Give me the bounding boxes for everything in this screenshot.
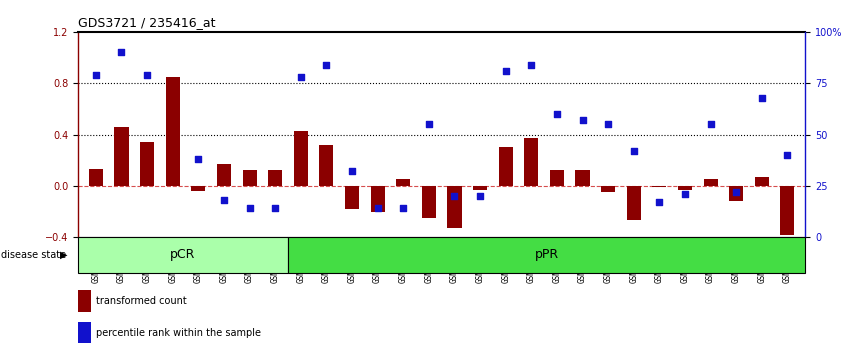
Text: pCR: pCR xyxy=(171,249,196,261)
Point xyxy=(191,156,205,162)
Point xyxy=(448,193,462,199)
Bar xyxy=(397,179,410,186)
Bar xyxy=(524,138,539,186)
Bar xyxy=(371,186,385,211)
Bar xyxy=(473,186,488,190)
Point xyxy=(371,206,385,211)
Bar xyxy=(320,145,333,186)
Bar xyxy=(345,186,359,209)
Bar xyxy=(78,322,91,343)
Point xyxy=(294,74,307,80)
Bar xyxy=(78,237,288,273)
Point xyxy=(422,121,436,127)
Bar xyxy=(627,186,641,221)
Point xyxy=(165,15,179,20)
Point xyxy=(320,62,333,68)
Point xyxy=(729,189,743,195)
Point xyxy=(780,152,794,158)
Bar xyxy=(294,131,307,186)
Point xyxy=(242,206,256,211)
Bar xyxy=(78,290,91,312)
Point xyxy=(678,191,692,197)
Bar xyxy=(576,170,590,186)
Bar xyxy=(191,186,205,191)
Bar xyxy=(499,147,513,186)
Bar xyxy=(165,77,180,186)
Point xyxy=(217,198,231,203)
Point xyxy=(755,95,769,101)
Point xyxy=(114,50,128,55)
Bar xyxy=(216,164,231,186)
Text: pPR: pPR xyxy=(534,249,559,261)
Bar xyxy=(140,142,154,186)
Bar xyxy=(89,169,103,186)
Bar xyxy=(422,186,436,218)
Text: disease state: disease state xyxy=(1,250,66,260)
Text: GDS3721 / 235416_at: GDS3721 / 235416_at xyxy=(78,16,216,29)
Point xyxy=(550,111,564,117)
Point xyxy=(397,206,410,211)
Text: percentile rank within the sample: percentile rank within the sample xyxy=(96,328,262,338)
Point xyxy=(704,121,718,127)
Bar xyxy=(242,170,256,186)
Point xyxy=(268,206,282,211)
Point xyxy=(345,169,359,174)
Bar xyxy=(652,186,667,187)
Point xyxy=(499,68,513,74)
Bar xyxy=(601,186,615,192)
Point xyxy=(89,72,103,78)
Bar xyxy=(114,127,128,186)
Bar xyxy=(703,179,718,186)
Bar xyxy=(288,237,805,273)
Bar xyxy=(448,186,462,228)
Bar xyxy=(780,186,794,235)
Bar xyxy=(755,177,769,186)
Point xyxy=(525,62,539,68)
Bar xyxy=(678,186,692,190)
Point xyxy=(627,148,641,154)
Point xyxy=(576,117,590,123)
Bar xyxy=(729,186,743,201)
Point xyxy=(473,193,487,199)
Point xyxy=(140,72,154,78)
Point xyxy=(652,199,666,205)
Bar xyxy=(550,170,564,186)
Point xyxy=(601,121,615,127)
Text: transformed count: transformed count xyxy=(96,296,187,306)
Bar xyxy=(268,170,282,186)
Text: ▶: ▶ xyxy=(60,250,68,260)
